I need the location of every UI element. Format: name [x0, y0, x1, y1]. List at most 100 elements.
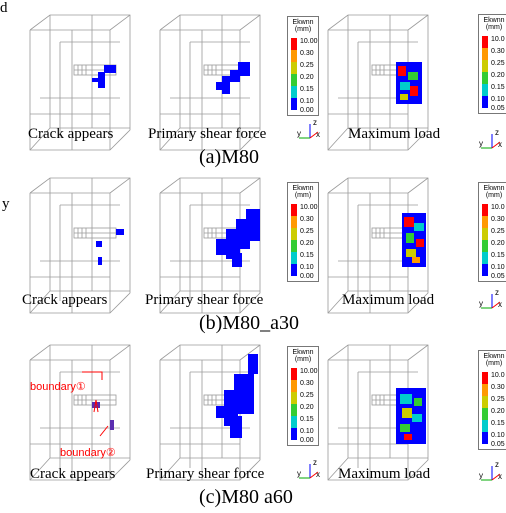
- model-panel-c-crack: [22, 340, 142, 490]
- legend-tick: 10.00: [300, 38, 318, 45]
- axis-triad-icon: z y x: [296, 458, 322, 484]
- legend-tick: 10.0: [491, 36, 505, 43]
- axis-z-label: z: [495, 128, 499, 137]
- legend-tick: 10.0: [491, 372, 505, 379]
- legend-tick: 0.15: [491, 84, 505, 91]
- caption-crack-appears: Crack appears: [30, 466, 116, 482]
- axis-y-label: y: [479, 299, 483, 308]
- legend-tick: 0.10: [300, 428, 314, 435]
- legend-title: Ekwnn: [483, 185, 505, 192]
- legend-tick: 0.25: [491, 228, 505, 235]
- legend-tick: 10.0: [491, 204, 505, 211]
- legend-colorbar: [291, 204, 297, 276]
- left-edge-text-top: d: [0, 0, 8, 16]
- legend-tick: 0.30: [300, 50, 314, 57]
- caption-crack-appears: Crack appears: [28, 126, 114, 142]
- legend-tick: 0.20: [300, 240, 314, 247]
- legend-colorbar: [482, 204, 488, 276]
- axis-x-label: x: [316, 130, 320, 139]
- caption-crack-appears: Crack appears: [22, 292, 108, 308]
- legend-tick: 0.25: [300, 392, 314, 399]
- left-edge-text-mid: y: [2, 196, 10, 212]
- model-panel-a-primary: [152, 10, 272, 160]
- model-panel-c-max: [320, 340, 440, 490]
- legend-tick: 10.00: [300, 204, 318, 211]
- axis-x-label: x: [498, 472, 502, 481]
- legend-tick: 0.10: [300, 264, 314, 271]
- legend-tick: 0.20: [491, 240, 505, 247]
- legend-tick: 0.10: [491, 96, 505, 103]
- axis-y-label: y: [297, 129, 301, 138]
- caption-primary-shear: Primary shear force: [146, 466, 265, 482]
- caption-maximum-load: Maximum load: [338, 466, 431, 482]
- legend-tick: 0.25: [491, 60, 505, 67]
- legend-tick: 0.15: [300, 252, 314, 259]
- legend-title: Ekwnn: [483, 353, 505, 360]
- legend-unit: (mm): [485, 24, 503, 31]
- legend-colorbar: [291, 368, 297, 440]
- legend-tick: 0.00: [300, 107, 314, 114]
- legend-tick: 0.05: [491, 441, 505, 448]
- color-legend-a-right: Ekwnn (mm) 10.0 0.30 0.25 0.20 0.15 0.10…: [478, 14, 506, 114]
- legend-tick: 0.25: [300, 228, 314, 235]
- legend-tick: 0.10: [491, 432, 505, 439]
- legend-unit: (mm): [294, 356, 312, 363]
- legend-tick: 0.10: [491, 264, 505, 271]
- legend-unit: (mm): [485, 360, 503, 367]
- axis-z-label: z: [313, 118, 317, 127]
- legend-tick: 0.20: [491, 72, 505, 79]
- legend-tick: 0.30: [491, 216, 505, 223]
- row-title-b: (b)M80_a30: [199, 312, 299, 334]
- legend-unit: (mm): [294, 192, 312, 199]
- legend-tick: 0.30: [300, 216, 314, 223]
- legend-tick: 0.25: [300, 62, 314, 69]
- caption-primary-shear: Primary shear force: [148, 126, 267, 142]
- axis-y-label: y: [297, 469, 301, 478]
- axis-triad-icon: z y x: [478, 128, 504, 154]
- color-legend-c: Ekwnn (mm) 10.00 0.30 0.25 0.20 0.15 0.1…: [287, 346, 319, 446]
- legend-title: Ekwnn: [292, 19, 314, 26]
- legend-tick: 0.20: [491, 408, 505, 415]
- color-legend-c-right: Ekwnn (mm) 10.0 0.30 0.25 0.20 0.15 0.10…: [478, 350, 506, 450]
- axis-x-label: x: [498, 140, 502, 149]
- legend-tick: 10.00: [300, 368, 318, 375]
- axis-y-label: y: [479, 471, 483, 480]
- model-panel-b-max: [320, 173, 440, 323]
- model-panel-a-max: [320, 10, 440, 160]
- row-title-a: (a)M80: [199, 146, 259, 168]
- legend-tick: 0.15: [491, 420, 505, 427]
- model-panel-c-primary: [152, 340, 272, 490]
- model-panel-a-crack: [22, 10, 142, 160]
- legend-colorbar: [291, 38, 297, 110]
- legend-colorbar: [482, 36, 488, 108]
- axis-triad-icon: z y x: [478, 288, 504, 314]
- legend-tick: 0.20: [300, 74, 314, 81]
- legend-title: Ekwnn: [292, 185, 314, 192]
- legend-tick: 0.15: [300, 416, 314, 423]
- color-legend-a: Ekwnn (mm) 10.00 0.30 0.25 0.20 0.15 0.1…: [287, 16, 319, 116]
- row-title-c: (c)M80 a60: [199, 486, 293, 508]
- legend-tick: 0.30: [491, 384, 505, 391]
- axis-triad-icon: z y x: [296, 118, 322, 144]
- model-panel-b-primary: [152, 173, 272, 323]
- color-legend-b-right: Ekwnn (mm) 10.0 0.30 0.25 0.20 0.15 0.10…: [478, 182, 506, 282]
- model-panel-b-crack: [22, 173, 142, 323]
- axis-z-label: z: [495, 288, 499, 297]
- legend-title: Ekwnn: [292, 349, 314, 356]
- legend-tick: 0.00: [300, 273, 314, 280]
- axis-z-label: z: [495, 460, 499, 469]
- axis-x-label: x: [498, 300, 502, 309]
- axis-z-label: z: [313, 458, 317, 467]
- caption-maximum-load: Maximum load: [342, 292, 435, 308]
- caption-primary-shear: Primary shear force: [145, 292, 264, 308]
- legend-tick: 0.05: [491, 273, 505, 280]
- legend-tick: 0.20: [300, 404, 314, 411]
- legend-unit: (mm): [294, 26, 312, 33]
- legend-tick: 0.00: [300, 437, 314, 444]
- legend-tick: 0.05: [491, 105, 505, 112]
- annotation-boundary-2: boundary②: [60, 447, 116, 459]
- axis-triad-icon: z y x: [478, 460, 504, 486]
- legend-colorbar: [482, 372, 488, 444]
- legend-tick: 0.15: [300, 86, 314, 93]
- caption-maximum-load: Maximum load: [348, 126, 441, 142]
